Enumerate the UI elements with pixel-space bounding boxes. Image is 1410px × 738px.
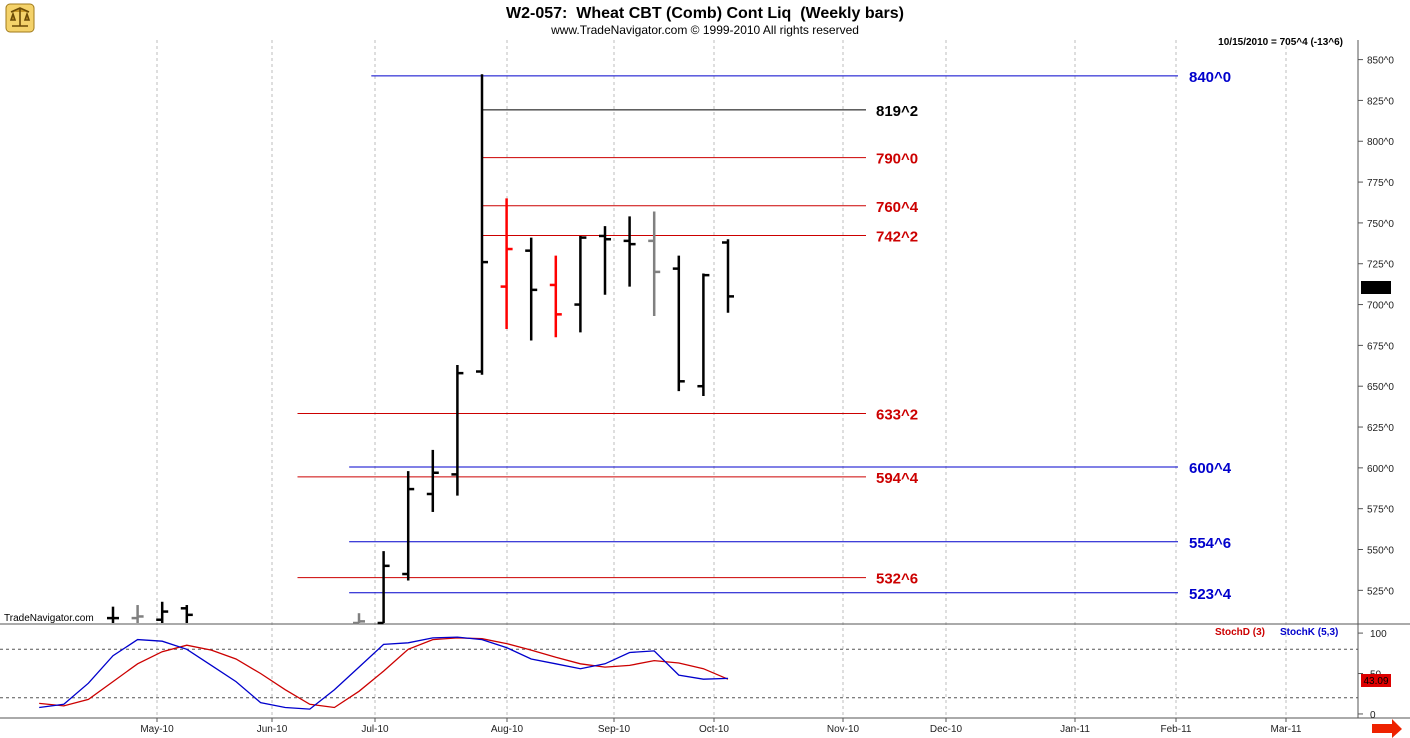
level-label: 742^2	[876, 229, 918, 246]
y-tick-label: 850^0	[1367, 56, 1394, 67]
stoch-tick-label: 0	[1370, 710, 1376, 721]
y-tick-label: 600^0	[1367, 464, 1394, 475]
y-tick-label: 800^0	[1367, 137, 1394, 148]
last-stoch-label: 43.09	[1363, 676, 1388, 687]
y-tick-label: 775^0	[1367, 178, 1394, 189]
grid-lines	[156, 40, 1287, 718]
y-tick-label: 825^0	[1367, 96, 1394, 107]
stoch-series-line	[39, 637, 729, 709]
y-tick-label: 650^0	[1367, 382, 1394, 393]
y-tick-label: 625^0	[1367, 423, 1394, 434]
y-tick-label: 725^0	[1367, 260, 1394, 271]
legend-stochd: StochD (3)	[1215, 627, 1265, 638]
chart-subtitle: www.TradeNavigator.com © 1999-2010 All r…	[550, 23, 859, 37]
x-tick-label: Jun-10	[257, 724, 288, 735]
level-label: 819^2	[876, 103, 918, 120]
y-tick-label: 575^0	[1367, 505, 1394, 516]
level-label: 554^6	[1189, 535, 1231, 552]
axes: 525^0 550^0 575^0 600^0 625^0 650^0 675^0 700^0…	[0, 40, 1410, 735]
x-tick-label: Feb-11	[1161, 724, 1192, 735]
y-tick-label: 525^0	[1367, 586, 1394, 597]
x-tick-label: Nov-10	[827, 724, 860, 735]
price-bars	[107, 74, 734, 625]
status-readout: 10/15/2010 = 705^4 (-13^6)	[1218, 37, 1343, 48]
level-label: 600^4	[1189, 460, 1232, 477]
y-tick-label: 550^0	[1367, 546, 1394, 557]
x-tick-label: Dec-10	[930, 724, 963, 735]
level-label: 760^4	[876, 199, 919, 216]
x-tick-label: May-10	[140, 724, 174, 735]
level-label: 633^2	[876, 407, 918, 424]
price-levels: 840^0 819^2 790^0 760^4 742^2 633^2 600^4 594^4…	[297, 69, 1232, 603]
x-tick-label: Sep-10	[598, 724, 631, 735]
y-tick-label: 750^0	[1367, 219, 1394, 230]
y-tick-label: 700^0	[1367, 301, 1394, 312]
stoch-series-line	[39, 636, 729, 710]
x-tick-label: Jan-11	[1060, 724, 1090, 735]
last-price-marker: 705^4	[1361, 281, 1391, 294]
last-stoch-marker: 43.09	[1361, 674, 1391, 687]
x-tick-label: Aug-10	[491, 724, 524, 735]
watermark: TradeNavigator.com	[4, 613, 94, 624]
y-tick-label: 675^0	[1367, 341, 1394, 352]
legend-stochk: StochK (5,3)	[1280, 627, 1338, 638]
scroll-right-arrow-icon[interactable]	[1372, 719, 1402, 738]
level-label: 790^0	[876, 151, 918, 168]
last-price-label: 705^4	[1363, 283, 1390, 294]
x-tick-label: Jul-10	[361, 724, 389, 735]
x-tick-label: Oct-10	[699, 724, 729, 735]
stochastic-panel: 100500	[0, 629, 1387, 721]
level-label: 523^4	[1189, 586, 1232, 603]
level-label: 532^6	[876, 571, 918, 588]
chart-title: W2-057: Wheat CBT (Comb) Cont Liq (Weekl…	[506, 5, 904, 22]
trade-navigator-logo-icon	[5, 3, 35, 33]
level-label: 594^4	[876, 470, 919, 487]
stoch-tick-label: 100	[1370, 629, 1387, 640]
level-label: 840^0	[1189, 69, 1231, 86]
x-tick-label: Mar-11	[1271, 724, 1302, 735]
